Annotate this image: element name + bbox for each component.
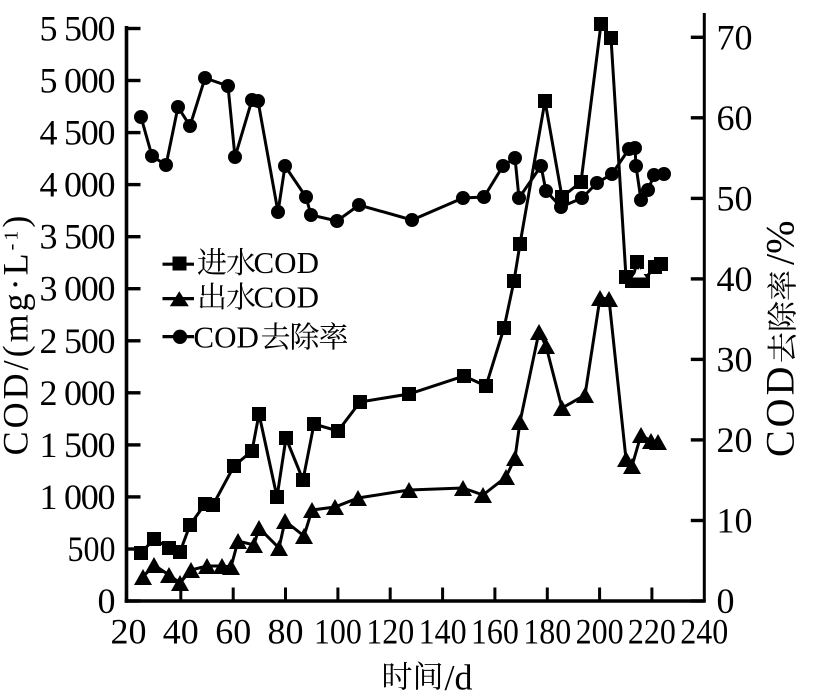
svg-text:10: 10 [717, 501, 753, 541]
svg-text:60: 60 [215, 612, 251, 652]
svg-text:20: 20 [717, 420, 753, 460]
svg-text:20: 20 [111, 612, 147, 652]
svg-text:COD: COD [254, 245, 319, 280]
svg-text:80: 80 [268, 612, 304, 652]
svg-text:COD/(mg·L-1): COD/(mg·L-1) [0, 213, 36, 456]
svg-text:40: 40 [717, 259, 753, 299]
svg-text:70: 70 [717, 17, 753, 57]
svg-text:5 000: 5 000 [40, 61, 116, 101]
svg-text:120: 120 [366, 612, 414, 652]
svg-text:160: 160 [471, 612, 519, 652]
svg-text:100: 100 [314, 612, 362, 652]
svg-text:30: 30 [717, 339, 753, 379]
svg-text:0: 0 [98, 581, 116, 621]
svg-text:/d: /d [445, 658, 473, 698]
svg-text:COD: COD [193, 320, 258, 355]
svg-text:200: 200 [576, 612, 624, 652]
svg-text:3 500: 3 500 [40, 217, 116, 257]
svg-text:4 000: 4 000 [40, 165, 116, 205]
svg-text:2 500: 2 500 [40, 321, 116, 361]
svg-text:/%: /% [758, 221, 803, 265]
svg-text:500: 500 [68, 529, 116, 569]
svg-text:0: 0 [717, 581, 735, 621]
svg-text:50: 50 [717, 178, 753, 218]
svg-text:4 500: 4 500 [40, 113, 116, 153]
svg-text:140: 140 [419, 612, 467, 652]
svg-text:3 000: 3 000 [40, 269, 116, 309]
svg-text:220: 220 [628, 612, 676, 652]
svg-text:40: 40 [163, 612, 199, 652]
svg-text:1 000: 1 000 [40, 477, 116, 517]
svg-text:60: 60 [717, 98, 753, 138]
svg-text:240: 240 [680, 612, 728, 652]
svg-text:2 000: 2 000 [40, 373, 116, 413]
svg-text:180: 180 [523, 612, 571, 652]
svg-text:COD: COD [254, 280, 319, 315]
svg-text:1 500: 1 500 [40, 425, 116, 465]
svg-text:5 500: 5 500 [40, 9, 116, 49]
svg-text:COD: COD [758, 364, 803, 457]
